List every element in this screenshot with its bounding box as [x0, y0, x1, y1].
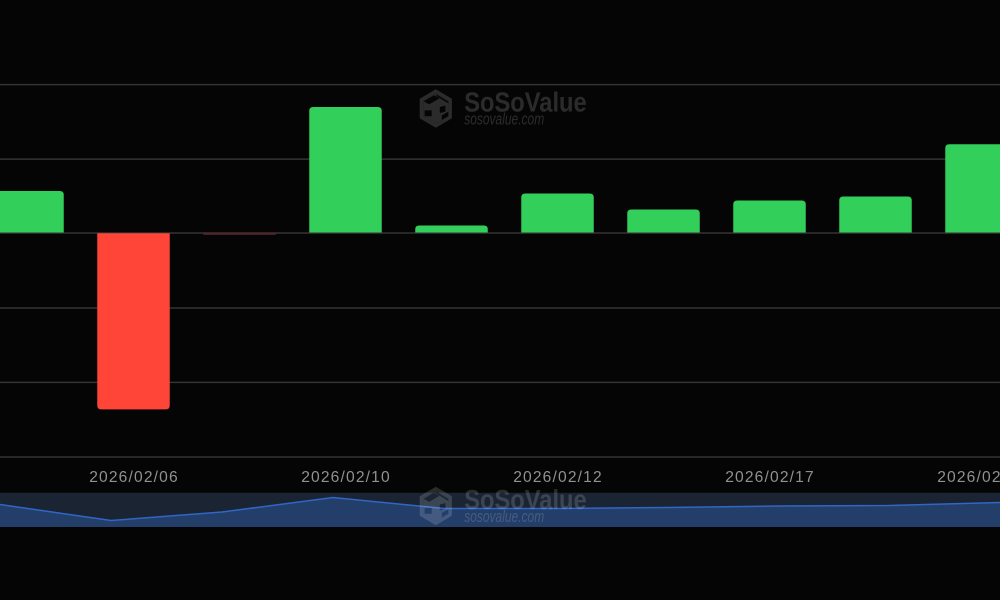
svg-text:2026/02/19: 2026/02/19: [937, 469, 1000, 486]
svg-text:2026/02/06: 2026/02/06: [89, 469, 179, 486]
svg-text:2026/02/10: 2026/02/10: [301, 469, 391, 486]
svg-text:2026/02/17: 2026/02/17: [725, 469, 815, 486]
svg-text:2026/02/12: 2026/02/12: [513, 469, 603, 486]
svg-text:SoSoValue: SoSoValue: [464, 87, 587, 118]
svg-text:sosovalue.com: sosovalue.com: [464, 110, 544, 129]
